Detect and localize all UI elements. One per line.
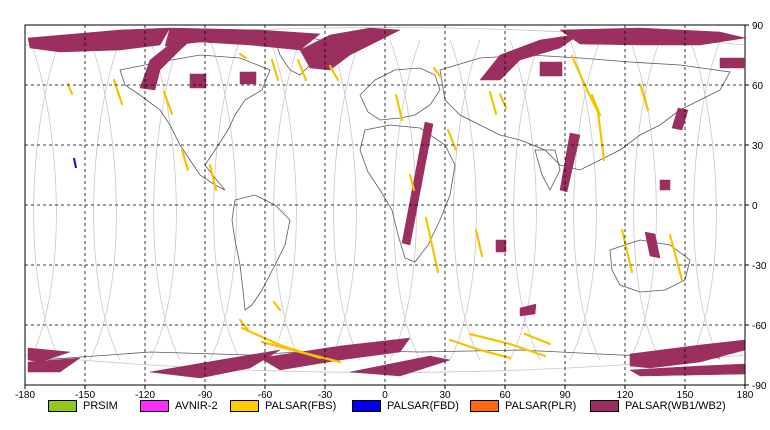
swath-block-4 (719, 57, 745, 69)
y-tick-labels: 90 60 30 0 -30 -60 -90 (752, 21, 767, 392)
europe-outline (359, 67, 441, 121)
wb-coverage (27, 27, 746, 379)
swath-block-6 (659, 179, 671, 191)
legend-swatch (470, 400, 499, 412)
grid (25, 25, 745, 385)
asia-outline (439, 54, 731, 171)
x-tick-label: 180 (737, 390, 754, 400)
tick-marks (24, 24, 749, 389)
x-tick-label: -150 (75, 390, 95, 400)
legend-label: AVNIR-2 (175, 400, 218, 412)
south-america-outline (231, 194, 291, 311)
legend-swatch (590, 400, 619, 412)
strip-australia (644, 231, 661, 259)
legend-swatch (140, 400, 169, 412)
x-tick-label: -90 (198, 390, 213, 400)
legend-label: PALSAR(PLR) (505, 400, 577, 412)
strip-asia (559, 132, 581, 193)
legend-label: PALSAR(FBD) (387, 400, 459, 412)
y-tick-label: 90 (752, 21, 764, 32)
legend: PRSIM AVNIR-2 PALSAR(FBS) PALSAR(FBD) PA… (0, 398, 770, 420)
antarctic-band-2 (27, 357, 81, 373)
swath-block-5 (495, 239, 507, 253)
swath-block-3 (539, 61, 563, 77)
y-tick-label: 30 (752, 141, 764, 152)
strip-east-asia (671, 107, 689, 131)
y-tick-label: -30 (752, 261, 767, 272)
africa-outline (359, 124, 456, 263)
x-tick-label: -30 (318, 390, 333, 400)
legend-swatch (48, 400, 77, 412)
legend-label: PALSAR(FBS) (265, 400, 337, 412)
swath-block-1 (189, 73, 207, 89)
fbs-coverage (66, 52, 684, 364)
y-tick-label: 0 (752, 201, 758, 212)
fbd-coverage (73, 157, 77, 169)
y-tick-label: 60 (752, 81, 764, 92)
x-tick-labels: -180 -150 -120 -90 -60 -30 0 30 60 90 12… (15, 390, 754, 400)
legend-swatch (230, 400, 259, 412)
legend-item-prsim: PRSIM (48, 400, 118, 412)
x-tick-label: 150 (677, 390, 694, 400)
antarctic-band-4 (259, 337, 411, 371)
swath-block-2 (239, 71, 257, 85)
legend-item-palsar-fbd: PALSAR(FBD) (352, 400, 459, 412)
x-tick-label: 60 (499, 390, 511, 400)
legend-label: PALSAR(WB1/WB2) (625, 400, 726, 412)
north-america-outline (119, 54, 271, 191)
arctic-arc-1 (139, 31, 201, 91)
x-tick-label: -180 (15, 390, 35, 400)
arctic-band-east (559, 27, 746, 46)
x-tick-label: 0 (382, 390, 388, 400)
coverage-map: -180 -150 -120 -90 -60 -30 0 30 60 90 12… (15, 21, 767, 400)
x-tick-label: -60 (258, 390, 273, 400)
legend-item-palsar-fbs: PALSAR(FBS) (230, 400, 336, 412)
antarctic-band-5 (349, 355, 451, 377)
x-tick-label: 30 (439, 390, 451, 400)
y-tick-label: -60 (752, 321, 767, 332)
antarctic-band-6 (629, 339, 746, 369)
india-outline (534, 149, 561, 191)
legend-item-avnir2: AVNIR-2 (140, 400, 218, 412)
y-tick-label: -90 (752, 381, 767, 392)
strip-southern-ocean (519, 303, 537, 317)
x-tick-label: -120 (135, 390, 155, 400)
x-tick-label: 90 (559, 390, 571, 400)
legend-item-palsar-plr: PALSAR(PLR) (470, 400, 576, 412)
strip-africa (401, 121, 434, 246)
legend-label: PRSIM (83, 400, 118, 412)
legend-item-palsar-wb: PALSAR(WB1/WB2) (590, 400, 726, 412)
legend-swatch (352, 400, 381, 412)
arctic-band-west (27, 27, 171, 53)
x-tick-label: 120 (617, 390, 634, 400)
